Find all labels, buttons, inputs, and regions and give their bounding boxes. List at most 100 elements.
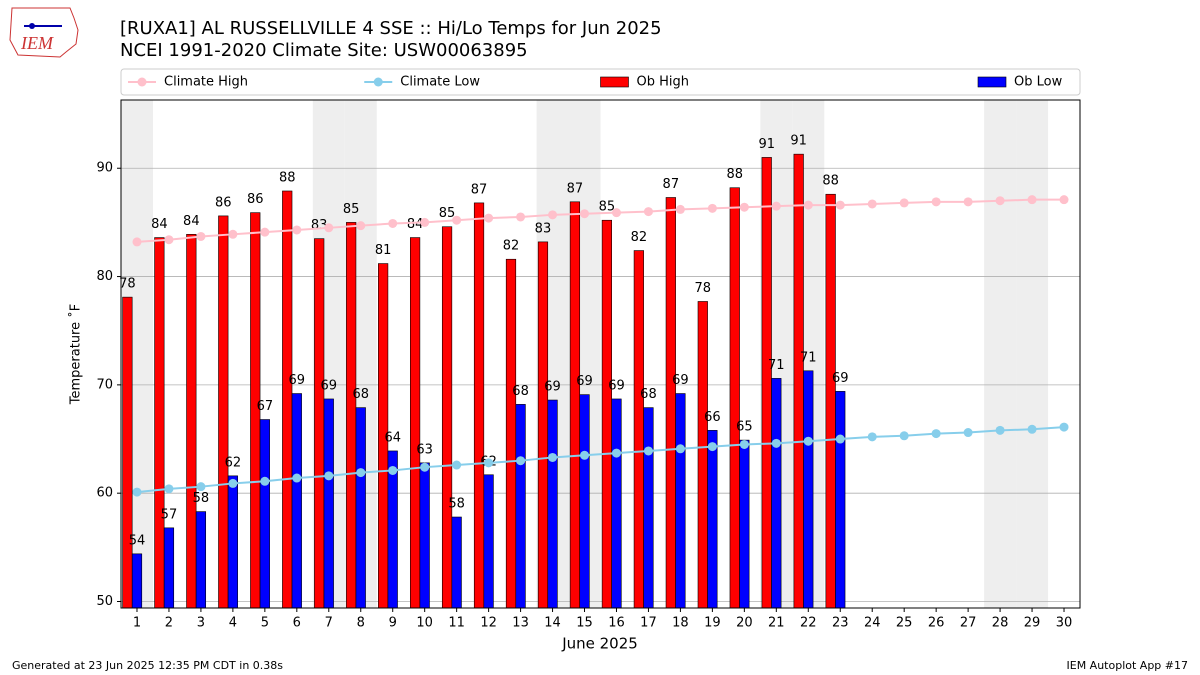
line-marker bbox=[1027, 424, 1037, 434]
value-label: 82 bbox=[503, 239, 520, 254]
x-tick-label: 21 bbox=[768, 616, 785, 631]
bar bbox=[163, 527, 175, 609]
x-tick-label: 25 bbox=[896, 616, 913, 631]
x-tick-label: 26 bbox=[928, 616, 945, 631]
bar bbox=[569, 201, 581, 609]
value-label: 62 bbox=[225, 455, 242, 470]
line-marker bbox=[899, 431, 909, 441]
value-label: 58 bbox=[448, 497, 465, 512]
x-tick-label: 15 bbox=[576, 616, 593, 631]
bar bbox=[505, 258, 517, 609]
value-label: 87 bbox=[567, 181, 584, 196]
bar bbox=[419, 462, 430, 609]
line-marker bbox=[164, 235, 174, 245]
legend-swatch bbox=[977, 76, 1007, 88]
line-marker bbox=[611, 448, 621, 458]
value-label: 69 bbox=[321, 378, 338, 393]
x-tick-label: 14 bbox=[544, 616, 561, 631]
legend-swatch bbox=[373, 77, 383, 87]
line-marker bbox=[420, 462, 430, 472]
value-label: 84 bbox=[151, 217, 168, 232]
legend-label: Climate Low bbox=[400, 75, 480, 90]
line-marker bbox=[196, 482, 206, 492]
line-marker bbox=[867, 199, 877, 209]
line-marker bbox=[707, 442, 717, 452]
bar bbox=[259, 419, 270, 609]
value-label: 87 bbox=[471, 182, 488, 197]
value-label: 69 bbox=[289, 373, 306, 388]
value-label: 57 bbox=[161, 507, 178, 522]
bar bbox=[282, 190, 293, 609]
line-marker bbox=[516, 212, 526, 222]
bar bbox=[707, 430, 718, 609]
value-label: 67 bbox=[257, 399, 274, 414]
bar bbox=[314, 238, 325, 609]
line-marker bbox=[931, 197, 941, 207]
line-marker bbox=[356, 468, 366, 478]
value-label: 88 bbox=[279, 170, 296, 185]
x-tick-label: 22 bbox=[800, 616, 817, 631]
x-tick-label: 18 bbox=[672, 616, 689, 631]
bar bbox=[537, 241, 549, 609]
x-tick-label: 24 bbox=[864, 616, 881, 631]
value-label: 78 bbox=[695, 281, 712, 296]
logo-outline bbox=[9, 7, 79, 58]
value-label: 91 bbox=[758, 137, 775, 152]
x-tick-label: 29 bbox=[1024, 616, 1041, 631]
line bbox=[136, 426, 1065, 494]
y-tick-label: 80 bbox=[96, 269, 113, 284]
x-tick-label: 19 bbox=[704, 616, 721, 631]
value-label: 66 bbox=[704, 410, 721, 425]
y-tick-label: 70 bbox=[96, 377, 113, 392]
value-label: 85 bbox=[599, 200, 616, 215]
x-tick-label: 11 bbox=[448, 616, 465, 631]
x-tick-label: 9 bbox=[389, 616, 397, 631]
line-marker bbox=[228, 229, 238, 239]
line-marker bbox=[292, 473, 302, 483]
plot-frame bbox=[120, 99, 1081, 609]
line-marker bbox=[292, 225, 302, 235]
y-axis-label: Temperature ˚F bbox=[68, 304, 84, 405]
line-marker bbox=[484, 458, 494, 468]
line-marker bbox=[164, 484, 174, 494]
line-marker bbox=[260, 476, 270, 486]
x-axis-label: June 2025 bbox=[561, 635, 638, 653]
line-marker bbox=[611, 208, 621, 218]
x-tick-label: 27 bbox=[960, 616, 977, 631]
y-tick-label: 60 bbox=[96, 486, 113, 501]
value-label: 71 bbox=[800, 350, 817, 365]
line-marker bbox=[643, 446, 653, 456]
line-marker bbox=[963, 197, 973, 207]
chart-title: [RUXA1] AL RUSSELLVILLE 4 SSE :: Hi/Lo T… bbox=[120, 18, 662, 39]
line-marker bbox=[228, 478, 238, 488]
line-marker bbox=[867, 432, 877, 442]
line-marker bbox=[643, 207, 653, 217]
bar bbox=[154, 237, 165, 609]
bar bbox=[579, 394, 590, 609]
line-marker bbox=[1059, 422, 1069, 432]
logo-dot bbox=[29, 23, 35, 29]
bar bbox=[761, 157, 772, 609]
line-marker bbox=[771, 201, 781, 211]
line-marker bbox=[452, 460, 462, 470]
line-marker bbox=[324, 471, 334, 481]
line-marker bbox=[675, 204, 685, 214]
value-label: 85 bbox=[343, 202, 360, 217]
line-marker bbox=[771, 438, 781, 448]
value-label: 88 bbox=[822, 174, 839, 189]
bar bbox=[186, 234, 197, 609]
line-marker bbox=[516, 456, 526, 466]
legend: Climate High Climate Low Ob High Ob Low bbox=[120, 68, 1081, 96]
bar bbox=[409, 237, 421, 609]
bar bbox=[825, 193, 836, 609]
bar bbox=[441, 226, 453, 609]
value-label: 69 bbox=[832, 371, 849, 386]
footer-left: Generated at 23 Jun 2025 12:35 PM CDT in… bbox=[12, 659, 283, 672]
value-label: 85 bbox=[439, 206, 456, 221]
x-tick-label: 4 bbox=[229, 616, 237, 631]
line-marker bbox=[260, 227, 270, 237]
value-label: 69 bbox=[576, 374, 593, 389]
legend-label: Ob High bbox=[637, 75, 690, 90]
x-tick-label: 30 bbox=[1056, 616, 1073, 631]
value-label: 84 bbox=[183, 214, 200, 229]
